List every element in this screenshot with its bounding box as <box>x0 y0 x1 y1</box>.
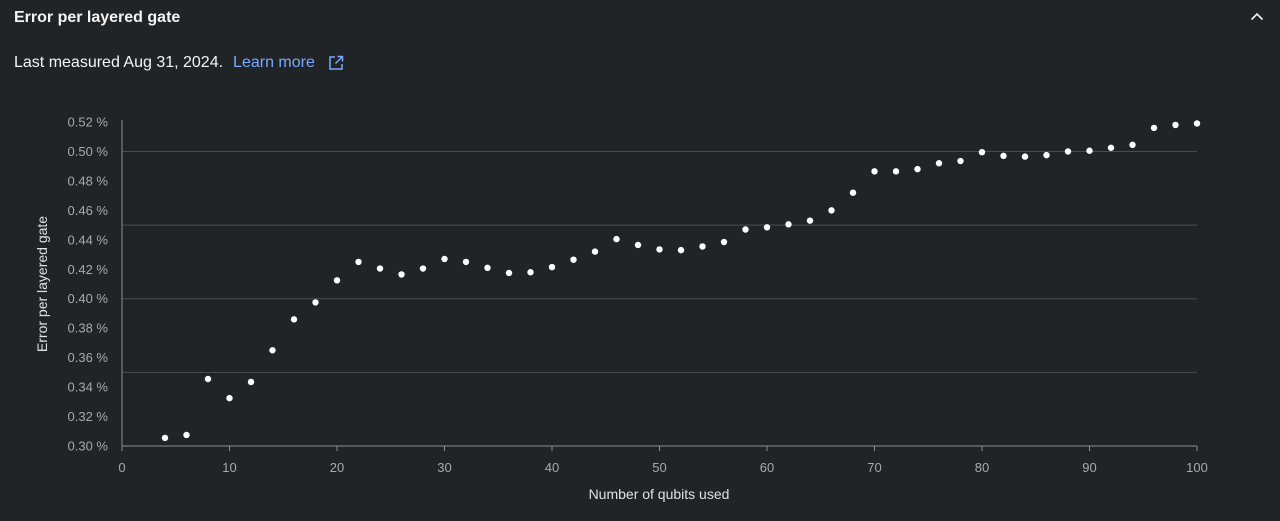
y-tick-label: 0.40 % <box>68 291 109 306</box>
x-tick-label: 0 <box>118 460 125 475</box>
data-point[interactable] <box>1021 153 1029 160</box>
x-tick-label: 20 <box>330 460 344 475</box>
x-axis-ticks: 0 10 20 30 40 50 60 70 80 90 100 <box>118 446 1208 475</box>
data-point[interactable] <box>376 265 384 272</box>
data-point[interactable] <box>269 347 276 354</box>
data-point[interactable] <box>677 246 685 254</box>
y-tick-label: 0.34 % <box>68 380 109 395</box>
chevron-up-icon <box>1250 12 1264 21</box>
data-point[interactable] <box>699 243 706 250</box>
data-point[interactable] <box>1193 120 1201 127</box>
data-point[interactable] <box>570 256 577 263</box>
y-tick-label: 0.48 % <box>68 173 109 188</box>
data-point[interactable] <box>1064 148 1072 155</box>
x-tick-label: 80 <box>975 460 989 475</box>
data-points <box>161 120 1201 442</box>
x-axis-title: Number of qubits used <box>589 486 730 502</box>
y-tick-label: 0.36 % <box>68 350 109 365</box>
x-tick-label: 90 <box>1082 460 1096 475</box>
x-tick-label: 10 <box>222 460 236 475</box>
data-point[interactable] <box>978 148 986 156</box>
data-point[interactable] <box>419 265 427 272</box>
data-point[interactable] <box>613 235 620 243</box>
x-tick-label: 30 <box>437 460 451 475</box>
x-tick-label: 100 <box>1186 460 1208 475</box>
y-axis-ticks: 0.30 % 0.32 % 0.34 % 0.36 % 0.38 % 0.40 % 0.42… <box>68 115 109 454</box>
learn-more-link[interactable]: Learn more <box>233 54 345 72</box>
data-point[interactable] <box>1150 124 1158 132</box>
data-point[interactable] <box>1000 152 1007 160</box>
data-point[interactable] <box>226 394 233 402</box>
data-point[interactable] <box>1129 141 1136 149</box>
data-point[interactable] <box>505 269 513 277</box>
x-tick-label: 50 <box>652 460 666 475</box>
learn-more-label: Learn more <box>233 54 315 71</box>
data-point[interactable] <box>398 271 405 278</box>
data-point[interactable] <box>1172 121 1179 129</box>
data-point[interactable] <box>763 224 771 231</box>
last-measured-text: Last measured Aug 31, 2024. <box>14 54 224 71</box>
data-point[interactable] <box>527 269 534 276</box>
last-measured-row: Last measured Aug 31, 2024. Learn more <box>14 54 345 72</box>
data-point[interactable] <box>462 258 470 266</box>
data-point[interactable] <box>183 431 190 439</box>
panel-title: Error per layered gate <box>14 9 181 26</box>
data-point[interactable] <box>355 258 362 266</box>
data-point[interactable] <box>720 238 728 246</box>
y-tick-label: 0.46 % <box>68 203 109 218</box>
data-point[interactable] <box>806 217 814 224</box>
data-point[interactable] <box>333 277 341 284</box>
data-point[interactable] <box>828 207 835 214</box>
data-point[interactable] <box>656 246 663 253</box>
data-point[interactable] <box>634 241 642 249</box>
data-point[interactable] <box>957 157 964 165</box>
x-tick-label: 40 <box>545 460 559 475</box>
data-point[interactable] <box>892 168 900 175</box>
collapse-button[interactable] <box>1248 8 1266 26</box>
data-point[interactable] <box>1086 147 1093 154</box>
data-point[interactable] <box>935 160 943 167</box>
y-tick-label: 0.52 % <box>68 115 109 130</box>
data-point[interactable] <box>591 248 599 255</box>
y-axis-title: Error per layered gate <box>34 216 50 352</box>
data-point[interactable] <box>484 264 491 271</box>
y-tick-label: 0.30 % <box>68 439 109 454</box>
data-point[interactable] <box>312 299 319 306</box>
data-point[interactable] <box>785 221 792 228</box>
data-point[interactable] <box>1107 144 1115 151</box>
data-point[interactable] <box>871 168 878 175</box>
x-tick-label: 60 <box>760 460 774 475</box>
data-point[interactable] <box>204 375 212 383</box>
y-tick-label: 0.32 % <box>68 409 109 424</box>
y-tick-label: 0.38 % <box>68 321 109 336</box>
data-point[interactable] <box>161 434 169 442</box>
y-tick-label: 0.44 % <box>68 232 109 247</box>
data-point[interactable] <box>849 189 857 196</box>
y-tick-label: 0.42 % <box>68 262 109 277</box>
data-point[interactable] <box>914 165 921 173</box>
data-point[interactable] <box>1043 151 1050 159</box>
data-point[interactable] <box>247 378 255 386</box>
data-point[interactable] <box>548 263 556 271</box>
data-point[interactable] <box>290 316 298 323</box>
data-point[interactable] <box>441 255 448 263</box>
grid-lines <box>122 150 1197 373</box>
x-tick-label: 70 <box>867 460 881 475</box>
axes <box>121 120 1197 447</box>
external-link-icon <box>329 55 344 70</box>
y-tick-label: 0.50 % <box>68 144 109 159</box>
data-point[interactable] <box>742 226 749 233</box>
